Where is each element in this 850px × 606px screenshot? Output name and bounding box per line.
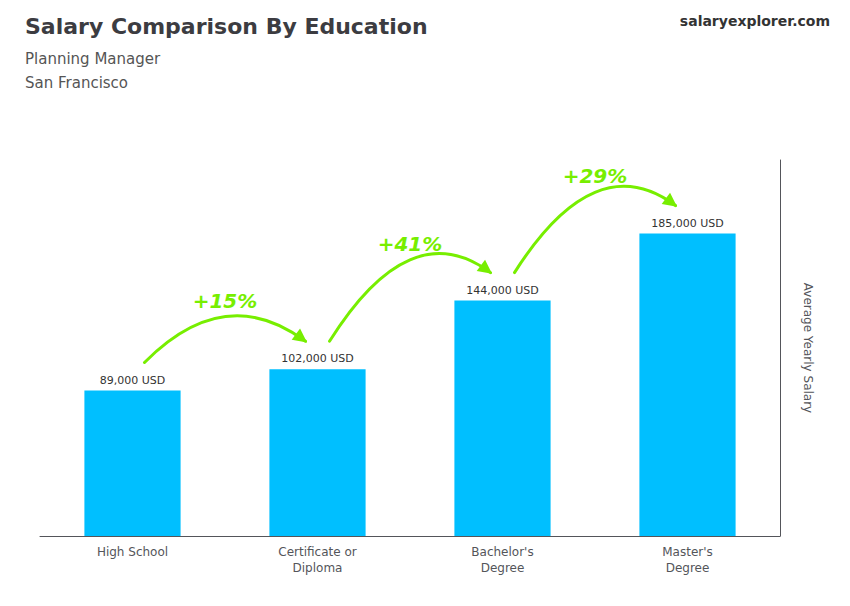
svg-text:Master's: Master's [662,545,713,559]
svg-text:102,000 USD: 102,000 USD [281,352,354,365]
svg-text:salaryexplorer.com: salaryexplorer.com [680,13,830,29]
svg-text:144,000 USD: 144,000 USD [466,284,539,297]
svg-text:Certificate or: Certificate or [278,545,356,559]
svg-text:Diploma: Diploma [293,561,343,575]
svg-text:+41%: +41% [378,232,443,256]
svg-text:89,000 USD: 89,000 USD [100,374,166,387]
svg-text:High School: High School [97,545,168,559]
svg-text:Average Yearly Salary: Average Yearly Salary [801,283,815,413]
svg-text:+29%: +29% [563,164,628,188]
svg-text:Salary Comparison By Education: Salary Comparison By Education [25,14,428,39]
svg-text:Degree: Degree [481,561,525,575]
svg-text:Degree: Degree [666,561,710,575]
svg-text:Bachelor's: Bachelor's [471,545,533,559]
svg-text:Planning Manager: Planning Manager [25,50,161,68]
svg-text:+15%: +15% [193,289,258,313]
svg-text:185,000 USD: 185,000 USD [651,217,724,230]
svg-text:San Francisco: San Francisco [25,74,128,92]
